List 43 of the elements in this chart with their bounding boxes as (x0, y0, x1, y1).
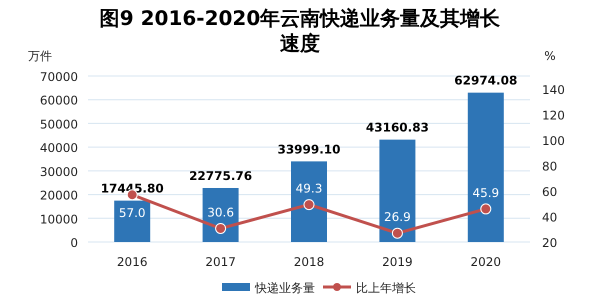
y-tick-label: 20000 (40, 188, 78, 203)
data-label: 26.9 (384, 210, 411, 224)
legend-label: 快递业务量 (254, 281, 315, 295)
point (480, 203, 492, 214)
y-tick-label: 40000 (40, 141, 78, 156)
x-tick-label: 2017 (205, 255, 236, 269)
y-tick-label: 10000 (40, 212, 78, 226)
data-label: 30.6 (207, 205, 234, 220)
bar (379, 140, 416, 242)
chart-title: 图9 2016-2020年云南快递业务量及其增长速度 (100, 6, 502, 55)
y-tick-label: 50000 (40, 117, 78, 132)
data-label: 49.3 (296, 182, 322, 196)
point (215, 222, 226, 234)
y-axis-title: 万件 (28, 49, 52, 63)
y2-tick-label: 20 (542, 236, 558, 250)
x-tick-label: 2019 (382, 255, 413, 269)
y-tick-label: 30000 (40, 164, 78, 179)
y2-tick-label: 40 (542, 210, 558, 224)
point (392, 228, 403, 239)
data-label: 45.9 (472, 186, 500, 200)
x-tick-label: 2020 (470, 255, 502, 269)
y2-tick-label: 100 (542, 134, 565, 148)
data-label: 22775.76 (189, 168, 252, 183)
data-label: 62974.08 (454, 74, 518, 88)
legend-label: 比上年增长 (356, 281, 416, 295)
y2-tick-label: 60 (542, 184, 558, 199)
data-label: 43160.83 (366, 120, 429, 135)
y-tick-label: 60000 (40, 94, 78, 108)
x-tick-label: 2018 (294, 255, 324, 269)
bar (291, 161, 327, 242)
bar (114, 200, 150, 242)
x-tick-label: 2016 (116, 255, 148, 269)
y-tick-label: 0 (70, 236, 78, 250)
bar (468, 92, 504, 242)
data-label: 33999.10 (277, 142, 341, 156)
y2-tick-label: 140 (542, 82, 565, 97)
data-label: 57.0 (118, 206, 146, 220)
data-label: 17445.80 (100, 182, 164, 196)
y2-tick-label: 120 (542, 108, 565, 122)
y-tick-label: 70000 (40, 70, 78, 84)
y2-axis-title: % (544, 49, 556, 63)
point (304, 199, 314, 210)
y2-tick-label: 80 (542, 159, 558, 174)
